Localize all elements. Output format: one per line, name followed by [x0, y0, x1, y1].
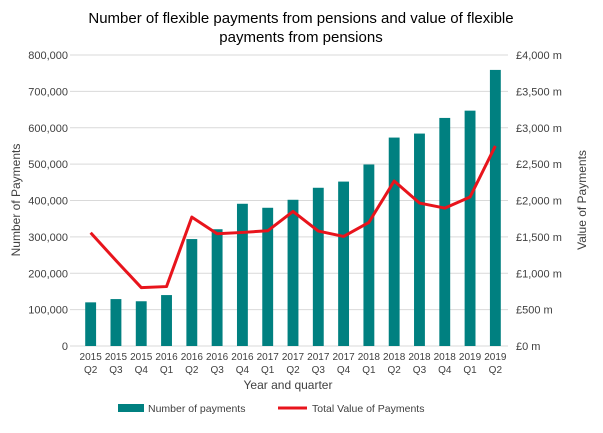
- bar: [490, 70, 501, 346]
- x-tick-quarter: Q4: [135, 365, 149, 376]
- bar: [161, 295, 172, 346]
- x-tick-year: 2017: [332, 352, 355, 363]
- x-tick-year: 2016: [231, 352, 254, 363]
- bar: [414, 134, 425, 346]
- y2-axis-label: Value of Payments: [575, 150, 589, 250]
- y2-tick-label: £2,000 m: [516, 196, 562, 208]
- y2-tick-label: £1,000 m: [516, 268, 562, 280]
- legend-label-line: Total Value of Payments: [312, 403, 424, 415]
- y-tick-label: 100,000: [28, 305, 68, 317]
- x-tick-year: 2015: [80, 352, 103, 363]
- x-tick-quarter: Q4: [438, 365, 452, 376]
- bar: [389, 138, 400, 346]
- y2-tick-label: £500 m: [516, 305, 553, 317]
- y2-tick-label: £1,500 m: [516, 232, 562, 244]
- x-tick-year: 2017: [282, 352, 305, 363]
- y-tick-label: 800,000: [28, 50, 68, 62]
- legend: Number of payments Total Value of Paymen…: [118, 403, 424, 415]
- x-tick-year: 2018: [383, 352, 406, 363]
- x-tick-quarter: Q2: [185, 365, 199, 376]
- x-tick-quarter: Q1: [160, 365, 174, 376]
- bar: [212, 229, 223, 346]
- x-tick-year: 2018: [408, 352, 431, 363]
- x-tick-quarter: Q4: [236, 365, 250, 376]
- legend-swatch-bars: [118, 404, 144, 412]
- x-tick-quarter: Q1: [261, 365, 275, 376]
- x-tick-quarter: Q4: [337, 365, 351, 376]
- bar: [237, 204, 248, 346]
- x-tick-year: 2017: [307, 352, 330, 363]
- x-tick-quarter: Q3: [210, 365, 224, 376]
- x-tick-year: 2016: [206, 352, 229, 363]
- y-tick-label: 600,000: [28, 123, 68, 135]
- x-tick-year: 2019: [484, 352, 507, 363]
- x-tick-quarter: Q2: [286, 365, 300, 376]
- y-axis-label: Number of Payments: [9, 144, 23, 257]
- y-tick-label: 300,000: [28, 232, 68, 244]
- legend-label-bars: Number of payments: [148, 403, 245, 415]
- x-axis-label: Year and quarter: [244, 378, 333, 392]
- chart-title-line-1: Number of flexible payments from pension…: [88, 10, 513, 27]
- x-tick-quarter: Q1: [463, 365, 477, 376]
- y2-tick-label: £4,000 m: [516, 50, 562, 62]
- x-tick-quarter: Q2: [489, 365, 503, 376]
- x-tick-quarter: Q3: [413, 365, 427, 376]
- bar: [313, 188, 324, 346]
- bar: [363, 164, 374, 346]
- x-tick-year: 2015: [130, 352, 153, 363]
- bar: [111, 299, 122, 346]
- y2-tick-label: £0 m: [516, 341, 540, 353]
- x-tick-year: 2018: [434, 352, 457, 363]
- x-tick-year: 2016: [181, 352, 204, 363]
- bar: [288, 200, 299, 346]
- y-tick-label: 700,000: [28, 86, 68, 98]
- chart-title-line-2: payments from pensions: [219, 29, 382, 46]
- bar: [136, 301, 147, 346]
- x-tick-year: 2017: [257, 352, 280, 363]
- x-tick-year: 2015: [105, 352, 128, 363]
- x-tick-quarter: Q3: [109, 365, 123, 376]
- y-tick-label: 400,000: [28, 196, 68, 208]
- y-tick-label: 0: [62, 341, 68, 353]
- y2-tick-label: £3,000 m: [516, 123, 562, 135]
- y2-tick-label: £2,500 m: [516, 159, 562, 171]
- bar: [465, 111, 476, 346]
- x-tick-year: 2018: [358, 352, 381, 363]
- bar: [85, 302, 96, 346]
- y-tick-label: 200,000: [28, 268, 68, 280]
- y2-tick-label: £3,500 m: [516, 86, 562, 98]
- x-tick-year: 2016: [155, 352, 178, 363]
- x-tick-year: 2019: [459, 352, 482, 363]
- y-tick-label: 500,000: [28, 159, 68, 171]
- x-tick-quarter: Q3: [312, 365, 326, 376]
- bar: [186, 239, 197, 346]
- x-tick-quarter: Q2: [84, 365, 98, 376]
- x-tick-quarter: Q2: [388, 365, 402, 376]
- bar: [338, 182, 349, 346]
- x-tick-quarter: Q1: [362, 365, 376, 376]
- bar: [439, 118, 450, 346]
